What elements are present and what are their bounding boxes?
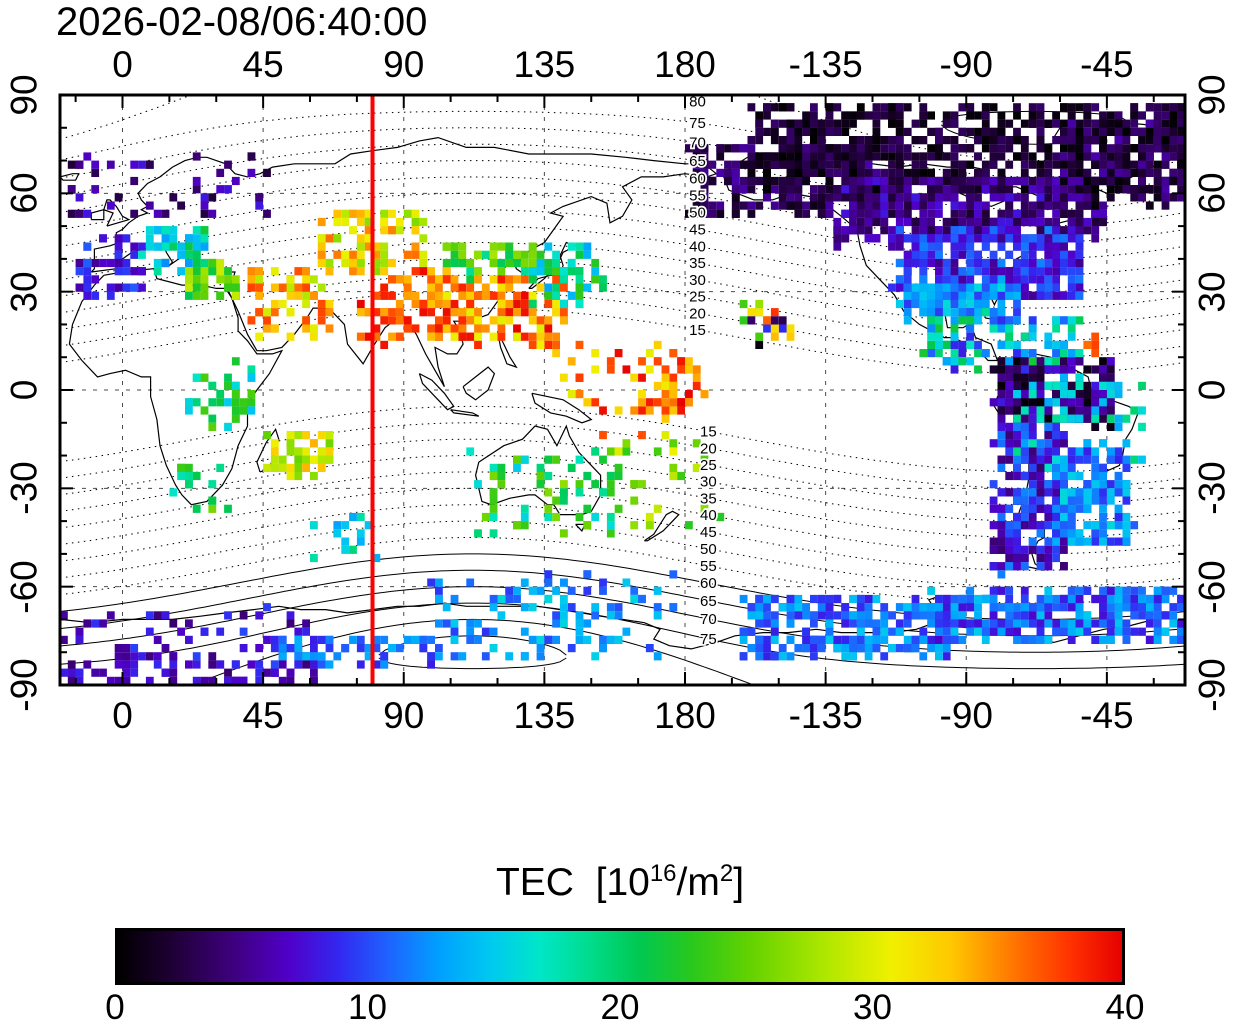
contour-labels: 8075706560555045403530252015152025303540… <box>687 92 718 650</box>
lon-tick-label: -90 <box>939 44 993 85</box>
lon-tick-label: 90 <box>383 695 425 736</box>
lon-tick-label: 180 <box>654 44 716 85</box>
lat-tick-label: 0 <box>3 379 45 401</box>
colorbar-title: TEC [1016/m2] <box>115 860 1125 904</box>
svg-text:35: 35 <box>689 255 706 272</box>
svg-text:25: 25 <box>689 289 706 306</box>
lat-tick-label: 60 <box>3 172 45 214</box>
colorbar-title-sup: 16 <box>649 860 677 887</box>
svg-text:75: 75 <box>700 631 717 648</box>
lon-tick-label: 0 <box>112 695 133 736</box>
lon-tick-label: 45 <box>242 695 284 736</box>
colorbar-title-text: TEC [10 <box>495 861 650 904</box>
lat-tick-label: 90 <box>3 74 45 116</box>
lon-tick-label: 135 <box>513 695 576 736</box>
svg-text:80: 80 <box>689 94 706 111</box>
svg-text:25: 25 <box>700 457 717 474</box>
lon-tick-label: 135 <box>513 44 576 85</box>
lat-tick-label: 60 <box>1191 172 1233 214</box>
svg-text:15: 15 <box>700 424 717 441</box>
svg-text:20: 20 <box>700 440 717 457</box>
lon-tick-label: -45 <box>1080 695 1134 736</box>
svg-text:75: 75 <box>689 115 706 132</box>
svg-text:70: 70 <box>700 611 717 628</box>
lon-tick-label: 90 <box>383 44 425 85</box>
svg-text:45: 45 <box>700 524 717 541</box>
svg-text:30: 30 <box>689 272 706 289</box>
tec-data-points <box>60 103 1185 685</box>
lon-tick-label: 0 <box>112 44 133 85</box>
svg-text:50: 50 <box>689 205 706 222</box>
svg-text:15: 15 <box>689 322 706 339</box>
plot-frame <box>58 93 1187 687</box>
lat-tick-label: 90 <box>1191 74 1233 116</box>
lat-tick-label: 30 <box>3 271 45 313</box>
colorbar-tick-label: 40 <box>1105 988 1145 1021</box>
svg-text:20: 20 <box>689 305 706 322</box>
svg-text:65: 65 <box>689 153 706 170</box>
svg-text:70: 70 <box>689 135 706 152</box>
colorbar-title-sup: 2 <box>719 860 734 887</box>
lat-tick-label: -30 <box>1191 461 1233 516</box>
lat-tick-label: -90 <box>3 658 45 712</box>
svg-text:65: 65 <box>700 593 717 610</box>
svg-text:35: 35 <box>700 490 717 507</box>
lat-tick-label: 0 <box>1191 379 1233 401</box>
colorbar-tick-label: 20 <box>600 988 640 1021</box>
colorbar-gradient <box>115 928 1125 985</box>
lat-tick-label: -30 <box>3 461 45 516</box>
svg-text:40: 40 <box>700 507 717 524</box>
svg-text:60: 60 <box>689 171 706 188</box>
lat-tick-label: 30 <box>1191 271 1233 313</box>
colorbar-title-text: /m <box>676 861 720 904</box>
svg-text:55: 55 <box>689 188 706 205</box>
svg-text:30: 30 <box>700 474 717 491</box>
svg-text:45: 45 <box>689 222 706 239</box>
timestamp-title: 2026-02-08/06:40:00 <box>56 0 428 44</box>
lon-tick-label: 45 <box>242 44 284 85</box>
lat-tick-label: -90 <box>1191 658 1233 712</box>
lon-tick-label: 180 <box>654 695 716 736</box>
svg-text:50: 50 <box>700 541 717 558</box>
svg-text:40: 40 <box>689 239 706 256</box>
lon-tick-label: -90 <box>939 695 993 736</box>
colorbar-tick-label: 10 <box>348 988 387 1021</box>
svg-text:60: 60 <box>700 575 717 592</box>
colorbar-tick-label: 30 <box>853 988 892 1021</box>
lat-tick-label: -60 <box>1191 559 1233 614</box>
lon-tick-label: -45 <box>1080 44 1134 85</box>
lon-tick-label: -135 <box>788 44 863 85</box>
svg-text:55: 55 <box>700 558 717 575</box>
lon-tick-label: -135 <box>788 695 863 736</box>
lat-tick-label: -60 <box>3 559 45 614</box>
colorbar-title-text: ] <box>733 861 745 904</box>
colorbar-tick-label: 0 <box>105 988 125 1021</box>
